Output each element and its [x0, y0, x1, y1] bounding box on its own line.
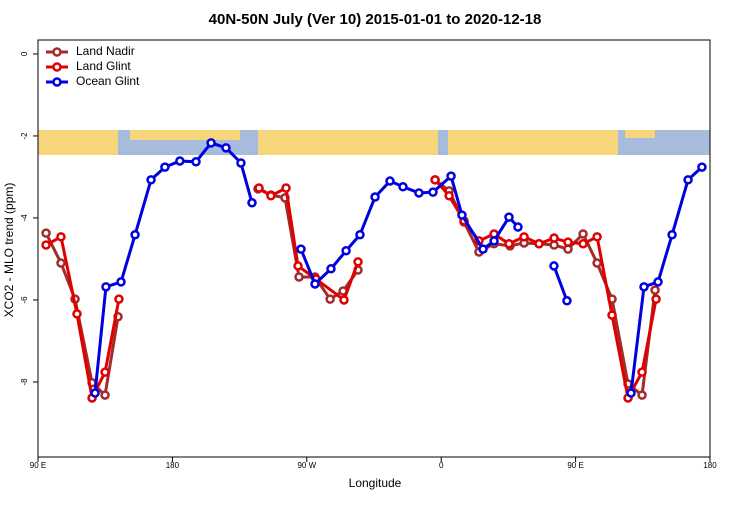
x-tick-label: 0	[439, 461, 444, 470]
point	[353, 257, 363, 267]
legend-label: Land Glint	[76, 59, 131, 73]
point	[339, 295, 349, 305]
point	[293, 261, 303, 271]
point	[175, 156, 185, 166]
point	[578, 239, 588, 249]
point	[478, 244, 488, 254]
point	[650, 285, 660, 295]
y-tick-label: 0	[20, 51, 29, 56]
point	[562, 296, 572, 306]
point	[651, 294, 661, 304]
point	[607, 310, 617, 320]
point	[325, 294, 335, 304]
plot-frame	[37, 39, 711, 458]
x-axis-label: Longitude	[349, 476, 402, 490]
point	[667, 230, 677, 240]
point	[72, 309, 82, 319]
legend-marker	[52, 47, 62, 57]
point	[370, 192, 380, 202]
point	[100, 367, 110, 377]
legend-label: Land Nadir	[76, 44, 135, 58]
point	[549, 233, 559, 243]
point	[592, 258, 602, 268]
point	[430, 175, 440, 185]
point	[489, 236, 499, 246]
point	[41, 228, 51, 238]
point	[221, 143, 231, 153]
point	[534, 239, 544, 249]
point	[637, 367, 647, 377]
legend-marker	[52, 77, 62, 87]
point	[592, 232, 602, 242]
point	[504, 212, 514, 222]
y-tick-label: -8	[20, 378, 29, 386]
point	[191, 157, 201, 167]
point	[281, 183, 291, 193]
point	[504, 239, 514, 249]
point	[326, 264, 336, 274]
point	[100, 390, 110, 400]
y-tick-label: -2	[20, 132, 29, 140]
point	[626, 388, 636, 398]
point	[254, 183, 264, 193]
map-strip	[38, 130, 710, 155]
point	[160, 162, 170, 172]
x-tick-label: 90 E	[567, 461, 583, 470]
x-tick-label: 180	[166, 461, 180, 470]
point	[563, 237, 573, 247]
point	[310, 279, 320, 289]
x-tick-label: 180	[703, 461, 717, 470]
point	[206, 138, 216, 148]
point	[697, 162, 707, 172]
point	[385, 176, 395, 186]
point	[236, 158, 246, 168]
legend-label: Ocean Glint	[76, 74, 140, 88]
point	[296, 244, 306, 254]
point	[266, 191, 276, 201]
point	[513, 222, 523, 232]
point	[519, 232, 529, 242]
point	[90, 388, 100, 398]
point	[41, 240, 51, 250]
point	[639, 282, 649, 292]
point	[549, 261, 559, 271]
point	[116, 277, 126, 287]
point	[398, 182, 408, 192]
point	[341, 246, 351, 256]
point	[637, 390, 647, 400]
series-line	[44, 178, 657, 399]
x-tick-label: 90 E	[30, 461, 46, 470]
point	[130, 230, 140, 240]
point	[457, 210, 467, 220]
point	[446, 171, 456, 181]
chart-title: 40N-50N July (Ver 10) 2015-01-01 to 2020…	[209, 11, 542, 28]
point	[101, 282, 111, 292]
point	[578, 229, 588, 239]
point	[146, 175, 156, 185]
point	[294, 272, 304, 282]
point	[653, 277, 663, 287]
point	[414, 188, 424, 198]
point	[683, 175, 693, 185]
series-line	[93, 141, 703, 394]
y-tick-label: -6	[20, 296, 29, 304]
x-tick-label: 90 W	[297, 461, 316, 470]
point	[56, 258, 66, 268]
y-tick-label: -4	[20, 214, 29, 222]
series-line	[45, 178, 658, 403]
point	[114, 294, 124, 304]
point	[247, 198, 257, 208]
legend-marker	[52, 62, 62, 72]
y-axis-label: XCO2 - MLO trend (ppm)	[2, 183, 16, 318]
point	[56, 232, 66, 242]
point	[444, 191, 454, 201]
point	[355, 230, 365, 240]
point	[428, 187, 438, 197]
